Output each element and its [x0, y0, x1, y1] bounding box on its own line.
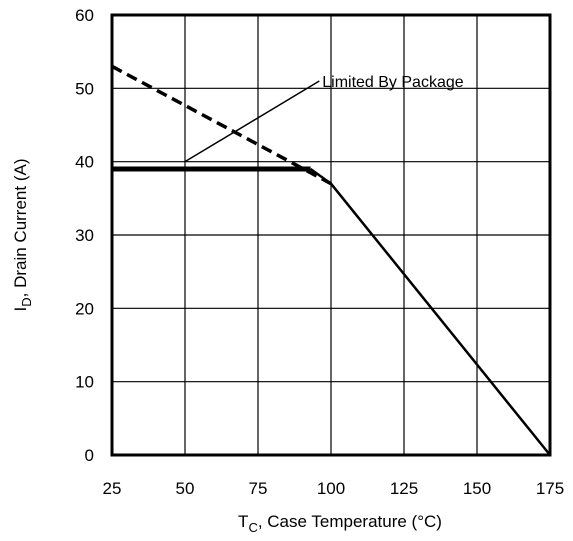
annotation-label: Limited By Package — [322, 74, 464, 91]
x-tick-label: 50 — [176, 479, 195, 498]
y-tick-label: 60 — [75, 6, 94, 25]
series-line-0 — [111, 64, 332, 186]
series-line-2 — [309, 167, 551, 456]
x-tick-label: 125 — [390, 479, 418, 498]
y-tick-label: 30 — [75, 226, 94, 245]
x-tick-label: 75 — [249, 479, 268, 498]
y-tick-labels: 0 10 20 30 40 50 60 — [75, 6, 94, 465]
x-axis-title-rest: , Case Temperature (°C) — [258, 512, 442, 531]
y-axis-title-sub: D — [19, 297, 34, 306]
x-axis-title: TC, Case Temperature (°C) — [238, 512, 442, 535]
y-tick-label: 10 — [75, 373, 94, 392]
x-tick-label: 100 — [317, 479, 345, 498]
x-tick-label: 150 — [463, 479, 491, 498]
y-tick-label: 50 — [75, 79, 94, 98]
annotation-leader-line — [184, 80, 320, 163]
y-axis-title-rest: , Drain Current (A) — [11, 159, 30, 298]
y-tick-label: 0 — [85, 446, 94, 465]
plot-frame — [110, 13, 552, 457]
y-axis-title: ID, Drain Current (A) — [11, 159, 34, 312]
x-axis-title-sub: C — [248, 520, 257, 535]
grid — [112, 15, 550, 455]
x-tick-label: 175 — [536, 479, 564, 498]
x-tick-label: 25 — [103, 479, 122, 498]
series-group — [111, 64, 551, 456]
y-tick-label: 20 — [75, 299, 94, 318]
x-tick-labels: 25 50 75 100 125 150 175 — [103, 479, 565, 498]
x-axis-title-main: T — [238, 512, 248, 531]
y-axis-title-main: I — [11, 307, 30, 312]
y-tick-label: 40 — [75, 153, 94, 172]
annotations-group: Limited By Package — [184, 74, 464, 163]
